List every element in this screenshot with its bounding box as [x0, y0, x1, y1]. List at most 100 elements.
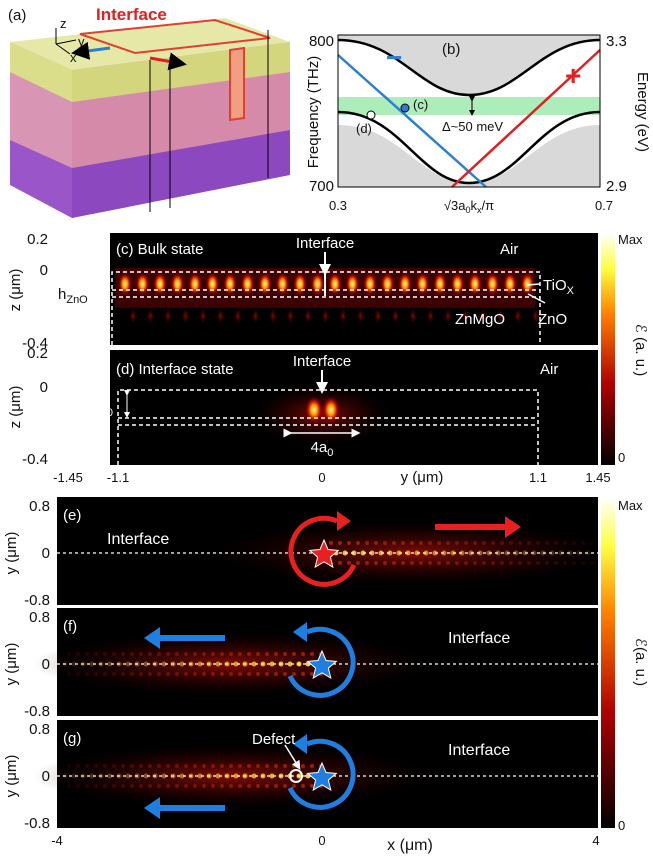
field-dot [247, 652, 251, 656]
field-dot [175, 672, 179, 676]
field-dot [85, 784, 89, 788]
panel-label: (f) [63, 618, 77, 635]
field-dot [94, 652, 98, 656]
field-dot [112, 764, 116, 768]
field-dot [238, 652, 242, 656]
field-spot [311, 272, 325, 296]
axis-y: y [78, 34, 85, 49]
y-tick: -0.4 [22, 451, 48, 468]
field-dot [220, 764, 224, 768]
field-dot [527, 561, 531, 565]
field-dot [67, 764, 71, 768]
y2-tick: 3.3 [606, 33, 627, 50]
field-dot [347, 561, 351, 565]
x-tick: 4 [592, 833, 599, 848]
colorbar-label: ℰ(a. u.) [632, 638, 649, 686]
field-spot [182, 308, 190, 324]
field-dot [103, 672, 107, 676]
plus-sign: + [565, 60, 581, 91]
y-tick: -0.8 [24, 592, 50, 609]
field-dot [94, 764, 98, 768]
field-dot [464, 561, 468, 565]
field-dot [283, 672, 287, 676]
point-d-label: (d) [356, 121, 372, 136]
y2-tick: 2.9 [606, 178, 627, 195]
air-label: Air [500, 241, 518, 258]
field-dot [85, 652, 89, 656]
field-spot [118, 272, 132, 296]
interface-label: Interface [448, 630, 510, 647]
interface-cut [230, 48, 244, 120]
field-dot [202, 672, 206, 676]
field-dot [166, 672, 170, 676]
field-dot [157, 672, 161, 676]
colorbar [601, 497, 615, 828]
field-dot [347, 541, 351, 545]
field-spot [363, 272, 377, 296]
field-dot [220, 784, 224, 788]
field-dot [211, 652, 215, 656]
green-band [338, 97, 600, 115]
colorbar-label: ℰ (a. u.) [632, 324, 649, 376]
field-dot [374, 561, 378, 565]
figure: (a) z y x Interface (c) (d) Δ~50 meV (b)… [0, 0, 653, 858]
field-spot [147, 308, 155, 324]
field-dot [85, 764, 89, 768]
interface-label: Interface [107, 531, 169, 548]
y-label: y (μm) [3, 532, 20, 575]
panel-c: (c) Bulk state Interface Air TiOX ZnO Zn… [7, 231, 598, 352]
field-spot [398, 272, 412, 296]
field-spot [392, 308, 400, 324]
field-dot [67, 672, 71, 676]
y-tick: 800 [309, 33, 334, 50]
field-dot [148, 672, 152, 676]
zno-label: ZnO [538, 311, 567, 328]
field-dot [392, 561, 396, 565]
field-dot [500, 541, 504, 545]
field-dot [419, 561, 423, 565]
panel-label: (d) Interface state [116, 361, 234, 378]
field-dot [509, 561, 513, 565]
field-dot [211, 784, 215, 788]
field-dot [563, 541, 567, 545]
field-spot [252, 308, 260, 324]
field-dot [464, 541, 468, 545]
field-spot [514, 308, 522, 324]
field-dot [76, 764, 80, 768]
field-spot [304, 308, 312, 324]
field-spot [199, 308, 207, 324]
field-dot [301, 672, 305, 676]
field-dot [265, 672, 269, 676]
colorbar-min: 0 [618, 450, 625, 465]
field-dot [184, 764, 188, 768]
field-dot [85, 672, 89, 676]
y-tick: 0 [42, 768, 50, 785]
field-dot [175, 784, 179, 788]
field-dot [166, 764, 170, 768]
field-dot [365, 541, 369, 545]
field-dot [256, 764, 260, 768]
field-spot [322, 396, 340, 424]
field-spot [486, 272, 500, 296]
field-dot [301, 764, 305, 768]
x-tick: 0.3 [329, 198, 347, 213]
field-dot [473, 541, 477, 545]
field-dot [401, 561, 405, 565]
field-dot [184, 784, 188, 788]
field-dot [265, 652, 269, 656]
field-dot [121, 784, 125, 788]
field-dot [563, 561, 567, 565]
field-spot [206, 272, 220, 296]
field-dot [383, 561, 387, 565]
field-dot [572, 561, 576, 565]
x-tick: 0 [318, 470, 325, 485]
gap-label: Δ~50 meV [442, 119, 503, 134]
field-dot [247, 764, 251, 768]
field-dot [238, 764, 242, 768]
colorbar-min: 0 [618, 818, 625, 833]
field-dot [103, 764, 107, 768]
field-dot [166, 784, 170, 788]
field-dot [301, 652, 305, 656]
field-dot [130, 784, 134, 788]
field-dot [130, 652, 134, 656]
